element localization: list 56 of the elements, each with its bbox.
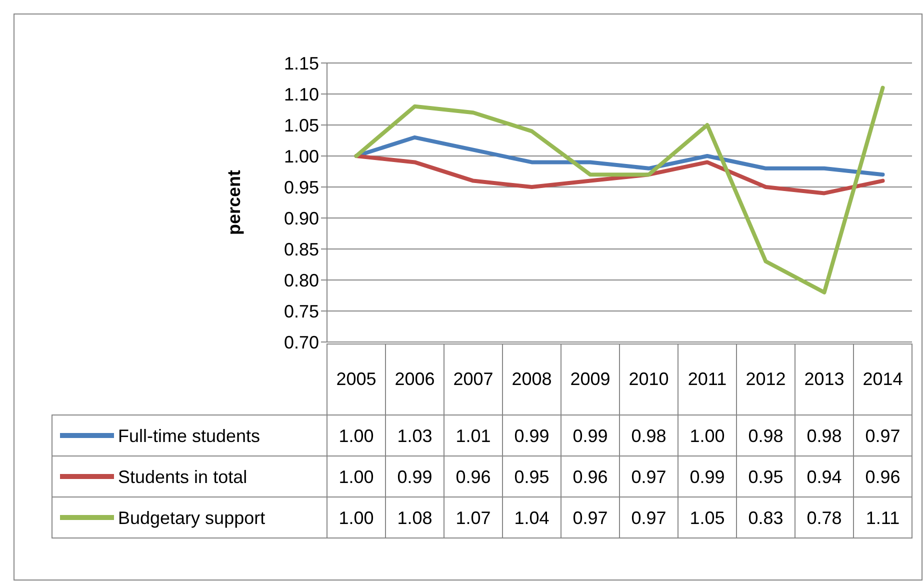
x-tick-label: 2005 [336,368,376,389]
data-label: 0.97 [572,508,608,528]
y-tick-label: 0.80 [284,270,319,290]
x-tick-label: 2013 [804,368,844,389]
data-label: 1.00 [338,426,374,446]
data-label: 1.05 [690,508,725,528]
x-tick-label: 2008 [512,368,552,389]
data-label: 0.97 [631,466,666,487]
line-series [354,86,885,294]
data-label: 0.96 [865,466,900,487]
data-label: 0.98 [806,426,842,446]
data-label: 0.78 [806,508,842,528]
data-label: 1.01 [456,426,491,446]
data-label: 1.08 [397,508,432,528]
data-label: 1.00 [338,508,374,528]
data-label: 0.97 [865,426,900,446]
x-tick-label: 2007 [453,368,494,389]
y-tick-label: 1.00 [284,146,319,166]
y-tick-label: 0.90 [284,208,319,228]
y-tick-label: 1.10 [284,84,319,104]
data-label: 0.95 [748,466,784,487]
y-tick-label: 0.70 [284,332,319,352]
y-tick-label: 0.85 [284,239,319,260]
x-tick-label: 2006 [394,368,435,389]
data-label: 0.98 [748,426,784,446]
legend-label: Budgetary support [118,508,266,528]
y-tick-label: 0.75 [284,301,319,322]
y-axis-title: percent [224,170,244,236]
x-tick-label: 2010 [628,368,669,389]
data-label: 0.96 [456,466,491,487]
data-label: 1.00 [690,426,725,446]
data-label: 0.96 [572,466,608,487]
data-label: 0.98 [631,426,666,446]
y-tick-label: 1.15 [284,53,319,74]
x-tick-label: 2012 [746,368,786,389]
data-label: 1.07 [456,508,491,528]
line-series [354,154,885,196]
y-tick-label: 1.05 [284,115,319,136]
data-label: 0.99 [690,466,725,487]
data-label: 0.99 [397,466,432,487]
data-label: 0.97 [631,508,666,528]
legend-label: Students in total [118,466,248,487]
data-label: 1.03 [397,426,432,446]
x-tick-label: 2009 [570,368,610,389]
x-tick-label: 2014 [862,368,903,389]
data-label: 0.99 [514,426,550,446]
x-tick-label: 2011 [688,368,727,389]
data-label: 0.95 [514,466,550,487]
data-label: 0.94 [806,466,842,487]
data-label: 0.99 [572,426,608,446]
legend-label: Full-time students [118,426,260,446]
data-label: 1.11 [866,508,900,528]
y-tick-label: 0.95 [284,177,319,198]
data-label: 0.83 [748,508,784,528]
data-label: 1.00 [338,466,374,487]
data-label: 1.04 [514,508,550,528]
